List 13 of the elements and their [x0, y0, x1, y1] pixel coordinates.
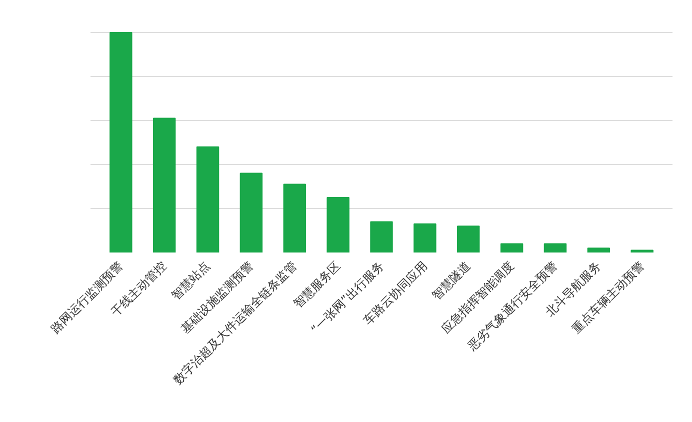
bar [152, 118, 176, 252]
bar [240, 172, 263, 252]
bar [370, 221, 393, 252]
bar [457, 226, 480, 252]
bar [110, 32, 132, 252]
bar [500, 243, 524, 252]
bar [587, 248, 610, 252]
bar [326, 197, 350, 252]
bar [630, 250, 654, 252]
bar [544, 243, 567, 252]
bar [414, 223, 436, 252]
bar [283, 184, 306, 252]
bar [196, 146, 220, 252]
